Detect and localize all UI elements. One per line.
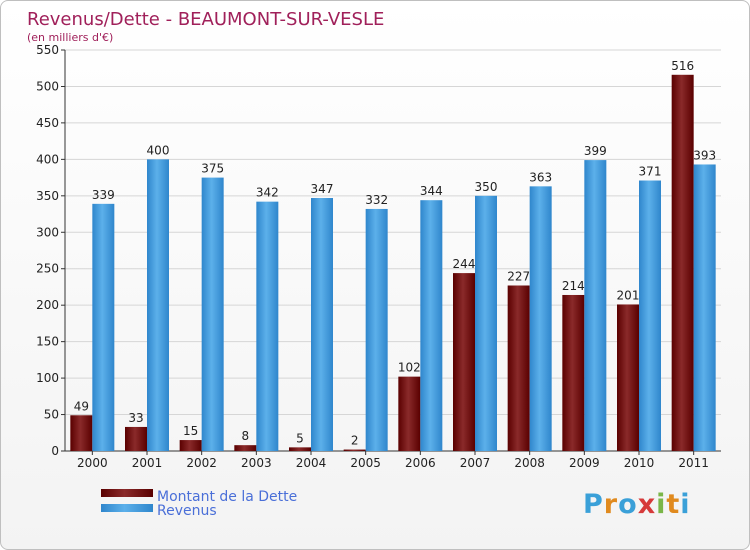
legend-label-revenus: Revenus <box>157 503 217 519</box>
data-label-revenus: 344 <box>420 184 443 198</box>
y-tick-label: 100 <box>36 371 59 385</box>
data-label-debt: 15 <box>183 424 198 438</box>
bar-revenus <box>365 208 388 451</box>
x-axis: 2000 2001 2002 2003 2004 2005 2006 2007 2008 2009… <box>77 451 709 470</box>
y-tick-label: 500 <box>36 79 59 93</box>
y-tick-label: 400 <box>36 152 59 166</box>
y-tick-label: 200 <box>36 298 59 312</box>
x-tick-label: 2005 <box>350 456 381 470</box>
y-tick-label: 350 <box>36 189 59 203</box>
bar-revenus <box>475 195 497 451</box>
bar-debt <box>343 449 366 451</box>
data-label-debt: 227 <box>507 269 530 283</box>
logo-letter: x <box>637 489 657 520</box>
x-tick-label: 2010 <box>624 456 655 470</box>
data-label-revenus: 399 <box>584 144 607 158</box>
x-tick-label: 2001 <box>132 456 163 470</box>
chart-title: Revenus/Dette - BEAUMONT-SUR-VESLE <box>27 9 384 30</box>
data-label-debt: 214 <box>562 279 585 293</box>
bar-debt <box>507 285 530 451</box>
y-axis: 0 50 100 150 200 250 300 350 400 450 500 550 <box>36 43 721 458</box>
data-label-debt: 8 <box>242 429 250 443</box>
y-tick-label: 550 <box>36 43 59 57</box>
bar-debt <box>125 426 147 451</box>
x-tick-label: 2011 <box>678 456 709 470</box>
y-tick-label: 250 <box>36 262 59 276</box>
logo-letter: i <box>680 489 691 520</box>
bar-debt <box>562 294 585 451</box>
x-tick-label: 2002 <box>186 456 217 470</box>
logo-letter: P <box>583 489 604 520</box>
y-tick-label: 300 <box>36 225 59 239</box>
logo-letter: o <box>618 489 638 520</box>
y-tick-label: 0 <box>51 444 59 458</box>
bar-revenus <box>147 159 169 451</box>
bar-revenus <box>584 160 607 452</box>
data-label-debt: 516 <box>671 59 694 73</box>
bar-debt <box>70 415 93 451</box>
data-label-revenus: 363 <box>529 170 552 184</box>
bar-revenus <box>92 203 115 451</box>
legend-label-debt: Montant de la Dette <box>157 489 297 505</box>
data-label-revenus: 400 <box>147 143 170 157</box>
legend-swatch-revenus <box>101 504 153 512</box>
x-tick-label: 2004 <box>296 456 327 470</box>
bar-debt <box>289 447 311 451</box>
data-label-revenus: 342 <box>256 186 279 200</box>
data-label-revenus: 393 <box>693 148 716 162</box>
bar-revenus <box>693 164 716 451</box>
data-label-debt: 201 <box>617 288 640 302</box>
bar-debt <box>398 376 421 451</box>
x-tick-label: 2003 <box>241 456 272 470</box>
data-label-revenus: 332 <box>365 193 388 207</box>
data-label-revenus: 350 <box>475 180 498 194</box>
logo-letter: r <box>603 489 619 520</box>
proxiti-logo: Proxiti <box>583 489 691 520</box>
bar-debt <box>234 445 257 451</box>
data-label-revenus: 339 <box>92 188 115 202</box>
legend-swatch-debt <box>101 489 153 497</box>
x-tick-label: 2007 <box>460 456 491 470</box>
x-tick-label: 2000 <box>77 456 108 470</box>
bar-revenus <box>420 200 443 451</box>
bars: 49 339 33 400 15 375 8 342 5 347 2 332 102 344 244 350 2… <box>70 59 716 452</box>
bar-debt <box>617 304 639 451</box>
chart-subtitle: (en milliers d'€) <box>27 31 113 44</box>
data-label-revenus: 375 <box>201 162 224 176</box>
data-label-debt: 2 <box>351 434 359 448</box>
x-tick-label: 2008 <box>514 456 545 470</box>
bar-debt <box>453 273 475 451</box>
data-label-revenus: 371 <box>639 165 662 179</box>
legend: Montant de la Dette Revenus <box>101 489 297 519</box>
bar-revenus <box>311 198 333 451</box>
data-label-debt: 5 <box>296 431 304 445</box>
x-tick-label: 2006 <box>405 456 436 470</box>
y-tick-label: 150 <box>36 335 59 349</box>
y-tick-label: 50 <box>44 408 59 422</box>
data-label-debt: 102 <box>398 361 421 375</box>
y-tick-label: 450 <box>36 116 59 130</box>
x-tick-label: 2009 <box>569 456 600 470</box>
logo-letter: i <box>656 489 667 520</box>
bar-revenus <box>639 180 661 452</box>
data-label-debt: 49 <box>74 399 89 413</box>
data-label-revenus: 347 <box>311 182 334 196</box>
bar-revenus <box>529 186 552 451</box>
bar-debt <box>671 74 694 451</box>
logo-letter: t <box>666 489 681 520</box>
bar-revenus <box>201 177 224 451</box>
data-label-debt: 33 <box>128 411 143 425</box>
bar-debt <box>179 440 202 451</box>
data-label-debt: 244 <box>453 257 476 271</box>
bar-revenus <box>256 201 279 451</box>
